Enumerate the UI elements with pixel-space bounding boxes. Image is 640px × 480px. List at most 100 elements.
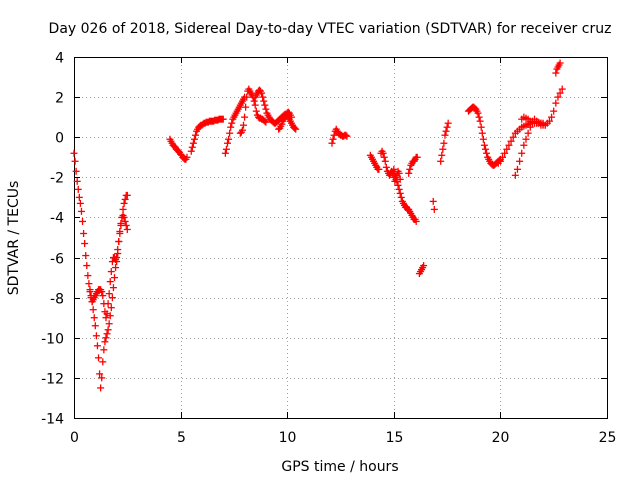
data-point [291,124,299,132]
tick-labels: 0 5 10 15 20 25 -14 -12 -10 -8 -6 -4 -2 0 2 4 [41,51,616,447]
data-point [71,157,79,165]
data-point [105,290,113,298]
data-point [501,149,509,157]
data-point [420,262,428,270]
data-point [81,240,89,248]
data-point [86,286,94,294]
data-point [438,151,446,159]
data-point [390,165,398,173]
y-tick-label: -2 [50,171,64,187]
y-tick-label: 4 [55,51,64,67]
data-point [405,169,413,177]
data-point [99,358,107,366]
data-point [412,217,420,225]
data-point [380,153,388,161]
x-tick-label: 10 [279,430,297,446]
data-point [108,294,116,302]
data-point [474,109,482,117]
data-point [440,139,448,147]
data-point [478,129,486,137]
data-point [394,181,402,189]
data-point [441,131,449,139]
data-point [219,115,227,123]
data-point [93,342,101,350]
x-tick-label: 15 [386,430,404,446]
data-point [85,280,93,288]
data-point [241,113,249,121]
data-point [292,125,300,133]
data-point [123,191,131,199]
data-points [70,59,566,392]
data-point [105,320,113,328]
x-tick-label: 25 [599,430,617,446]
data-point [524,129,532,137]
data-point [115,238,123,246]
data-point [552,69,560,77]
y-tick-label: -4 [50,211,64,227]
data-point [475,113,483,121]
data-point [76,199,84,207]
data-point [224,139,232,147]
x-tick-label: 20 [492,430,510,446]
data-point [74,185,82,193]
data-point [106,278,114,286]
data-point [483,149,491,157]
data-point [239,121,247,129]
data-point [101,338,109,346]
data-point [109,284,117,292]
data-point [104,300,112,308]
data-point [328,139,336,147]
data-point [107,304,115,312]
data-point [119,205,127,213]
data-point [259,93,267,101]
data-point [77,207,85,215]
data-point [99,292,107,300]
data-point [550,107,558,115]
y-tick-label: 2 [55,91,64,107]
data-point [80,229,88,237]
data-point [82,252,90,260]
data-point [98,374,106,382]
data-point [113,254,121,262]
data-point [104,326,112,334]
data-point [479,135,487,143]
y-tick-label: -14 [41,412,64,428]
data-point [258,89,266,97]
data-point [222,145,230,153]
data-point [262,105,270,113]
x-axis-label: GPS time / hours [281,459,398,475]
data-point [476,117,484,125]
data-point [96,370,104,378]
y-tick-label: -6 [50,252,64,268]
data-point [117,221,125,229]
data-point [83,262,91,270]
data-point [397,193,405,201]
data-point [429,197,437,205]
data-point [503,145,511,153]
data-point [442,127,450,135]
data-point [95,354,103,362]
data-point [192,131,200,139]
data-point [278,120,286,128]
data-point [343,132,351,140]
data-point [382,163,390,171]
data-point [396,189,404,197]
data-point [329,135,337,143]
data-point [261,101,269,109]
data-point [227,123,235,131]
data-point [513,165,521,173]
data-point [430,205,438,213]
data-point [518,149,526,157]
data-point [556,89,564,97]
data-point [111,274,119,282]
data-point [91,322,99,330]
data-point [250,97,258,105]
data-point [392,173,400,181]
data-point [72,167,80,175]
data-point [238,126,246,134]
data-point [406,165,414,173]
data-point [391,169,399,177]
y-tick-label: 0 [55,131,64,147]
data-point [554,93,562,101]
